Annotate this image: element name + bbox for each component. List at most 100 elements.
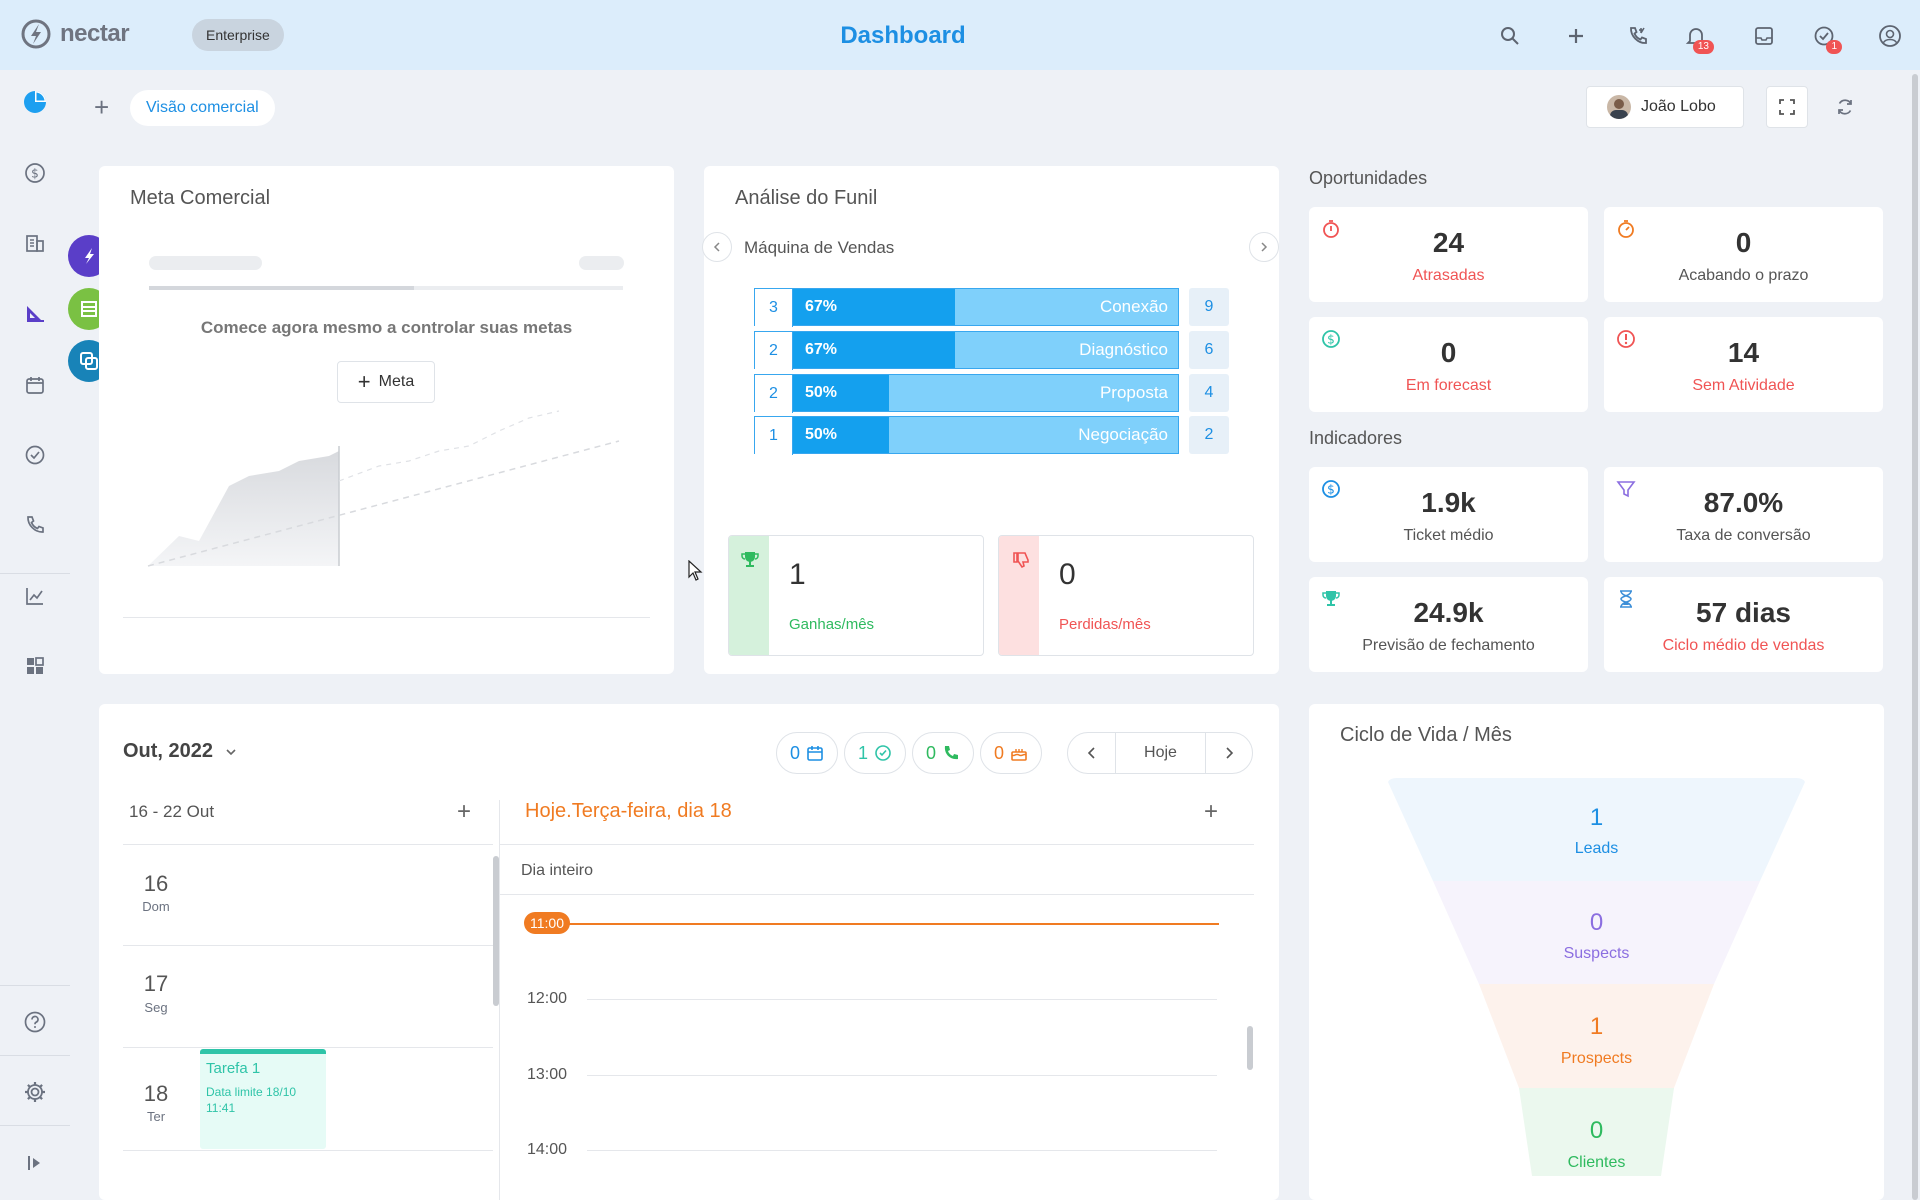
stage-fill-bar: [793, 289, 955, 325]
notifications-count-badge: 13: [1692, 40, 1714, 54]
task-due-time: 11:41: [206, 1101, 236, 1115]
week-scrollbar[interactable]: [493, 856, 499, 1006]
sidebar-item-analytics[interactable]: [20, 581, 50, 611]
chevron-left-icon: [1087, 747, 1095, 759]
sidebar-item-dashboard[interactable]: [20, 87, 50, 117]
ticket-medio-tile[interactable]: $ 1.9k Ticket médio: [1309, 467, 1588, 562]
forecast-tile[interactable]: $ 0 Em forecast: [1309, 317, 1588, 412]
sidebar-item-tasks[interactable]: [20, 440, 50, 470]
today-button[interactable]: Hoje: [1116, 733, 1206, 773]
placeholder-bar: [579, 256, 624, 270]
divider: [499, 800, 500, 1200]
sidebar-item-companies[interactable]: [20, 228, 50, 258]
calls-filter-chip[interactable]: 0: [912, 732, 974, 774]
meta-title: Meta Comercial: [130, 187, 271, 209]
cake-icon: [1011, 749, 1027, 761]
sidebar-item-settings[interactable]: [20, 1077, 50, 1107]
progress-track: [149, 286, 623, 290]
day-row[interactable]: 16 Dom: [123, 845, 493, 946]
pipeline-next-button[interactable]: [1249, 232, 1279, 262]
funil-title: Análise do Funil: [735, 187, 878, 209]
sem-atividade-label: Sem Atividade: [1692, 377, 1795, 394]
stage-name: Negociação: [1078, 425, 1168, 444]
pipeline-prev-button[interactable]: [702, 232, 732, 262]
next-week-button[interactable]: [1206, 733, 1252, 773]
tasks-button[interactable]: 1: [1808, 20, 1842, 54]
hour-label: 14:00: [527, 1141, 568, 1158]
sidebar-item-help[interactable]: [20, 1007, 50, 1037]
lost-label: Perdidas/mês: [1059, 616, 1151, 633]
add-meta-button[interactable]: + Meta: [337, 361, 435, 403]
stopwatch-alert-icon: [1323, 220, 1339, 238]
dollar-circle-icon: $: [1322, 330, 1340, 348]
indicadores-title: Indicadores: [1309, 428, 1403, 448]
stage-count: 2: [755, 332, 793, 370]
month-selector[interactable]: Out, 2022: [123, 740, 237, 763]
refresh-button[interactable]: [1830, 92, 1860, 122]
task-event[interactable]: Tarefa 1 Data limite 18/10 11:41: [200, 1049, 326, 1149]
sidebar-expand-button[interactable]: [20, 1148, 50, 1178]
ciclo-value: 57 dias: [1696, 597, 1791, 628]
user-selector[interactable]: João Lobo: [1586, 86, 1744, 128]
previsao-fechamento-tile[interactable]: 24.9k Previsão de fechamento: [1309, 577, 1588, 672]
sidebar-divider: [0, 985, 70, 986]
building-icon: [26, 235, 44, 252]
funnel-stage-row[interactable]: 1 50% Negociação: [754, 416, 1179, 455]
funnel-stage-row[interactable]: 2 50% Proposta: [754, 374, 1179, 413]
day-row[interactable]: 18 Ter: [123, 1049, 493, 1151]
page-scrollbar[interactable]: [1912, 74, 1918, 1200]
stage-total: 4: [1189, 374, 1229, 412]
phone-button[interactable]: [1622, 20, 1654, 52]
clientes-value: 0: [1589, 1117, 1604, 1144]
atrasadas-label: Atrasadas: [1412, 267, 1485, 284]
fullscreen-button[interactable]: [1766, 86, 1808, 128]
events-filter-chip[interactable]: 0: [776, 732, 838, 774]
day-row[interactable]: 17 Seg: [123, 947, 493, 1048]
funnel-stage-row[interactable]: 2 67% Diagnóstico: [754, 331, 1179, 370]
profile-button[interactable]: [1874, 20, 1906, 52]
search-button[interactable]: [1494, 20, 1526, 52]
sidebar-item-reports[interactable]: [20, 298, 50, 328]
lost-box[interactable]: 0 Perdidas/mês: [998, 535, 1254, 656]
sem-atividade-value: 14: [1727, 337, 1760, 368]
gear-icon: [25, 1082, 45, 1102]
acabando-prazo-tile[interactable]: 0 Acabando o prazo: [1604, 207, 1883, 302]
divider: [500, 844, 1254, 845]
inbox-button[interactable]: [1748, 20, 1780, 52]
meta-empty-text: Comece agora mesmo a controlar suas meta…: [200, 318, 573, 337]
user-circle-icon: [1879, 25, 1901, 47]
add-event-week-button[interactable]: +: [457, 798, 472, 825]
add-button[interactable]: [1560, 20, 1592, 52]
add-view-button[interactable]: +: [94, 92, 110, 122]
table-icon: [81, 301, 97, 317]
acabando-label: Acabando o prazo: [1678, 267, 1809, 284]
prev-week-button[interactable]: [1068, 733, 1116, 773]
won-box[interactable]: 1 Ganhas/mês: [728, 535, 984, 656]
birthdays-filter-chip[interactable]: 0: [980, 732, 1042, 774]
top-bar: [0, 0, 1920, 70]
sidebar-item-widgets[interactable]: [20, 651, 50, 681]
sem-atividade-tile[interactable]: 14 Sem Atividade: [1604, 317, 1883, 412]
tab-visao-comercial[interactable]: Visão comercial: [130, 90, 275, 126]
day-scrollbar[interactable]: [1247, 1026, 1253, 1070]
sidebar-item-calls[interactable]: [20, 510, 50, 540]
chevron-left-icon: [713, 242, 720, 252]
logo[interactable]: nectar: [20, 18, 130, 50]
tasks-filter-chip[interactable]: 1: [844, 732, 906, 774]
hourglass-icon: [1620, 590, 1632, 608]
forecast-label: Em forecast: [1405, 377, 1492, 394]
ticket-value: 1.9k: [1421, 487, 1476, 518]
atrasadas-tile[interactable]: 24 Atrasadas: [1309, 207, 1588, 302]
thumbs-down-icon: [1013, 552, 1029, 569]
sidebar-item-sales[interactable]: $: [20, 158, 50, 188]
sidebar-item-calendar[interactable]: [20, 370, 50, 400]
leads-label: Leads: [1574, 840, 1619, 857]
suspects-label: Suspects: [1563, 945, 1630, 962]
funnel-stage-row[interactable]: 3 67% Conexão: [754, 288, 1179, 327]
won-value: 1: [789, 558, 806, 591]
phone-icon: [27, 516, 44, 533]
taxa-conversao-tile[interactable]: 87.0% Taxa de conversão: [1604, 467, 1883, 562]
notifications-button[interactable]: 13: [1680, 20, 1714, 54]
ciclo-medio-tile[interactable]: 57 dias Ciclo médio de vendas: [1604, 577, 1883, 672]
add-event-day-button[interactable]: +: [1204, 798, 1219, 825]
